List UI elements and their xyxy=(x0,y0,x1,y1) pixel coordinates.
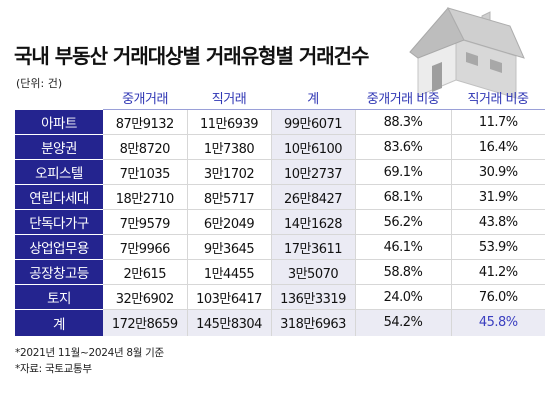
table-cell: 31.9% xyxy=(450,184,545,210)
table-row: 오피스텔 7만1035 3만1702 10만2737 69.1% 30.9% xyxy=(15,159,545,185)
table-cell: 88.3% xyxy=(354,109,451,135)
table-body: 아파트 87만9132 11만6939 99만6071 88.3% 11.7% 분양권 8만8… xyxy=(15,109,545,336)
table-cell: 45.8% xyxy=(450,309,545,336)
house-icon xyxy=(409,7,525,99)
footnote-period: *2021년 11월~2024년 8월 기준 xyxy=(15,347,164,359)
table-row: 아파트 87만9132 11만6939 99만6071 88.3% 11.7% xyxy=(15,109,545,135)
table-cell: 83.6% xyxy=(354,134,451,160)
table-cell: 43.8% xyxy=(450,209,545,235)
table-cell: 11만6939 xyxy=(186,109,271,135)
table-cell: 2만615 xyxy=(103,259,187,285)
table-cell: 30.9% xyxy=(450,159,545,185)
row-label: 토지 xyxy=(15,284,103,310)
table-cell: 1만4455 xyxy=(186,259,271,285)
table-cell: 7만1035 xyxy=(103,159,187,185)
page-title: 국내 부동산 거래대상별 거래유형별 거래건수 xyxy=(14,44,369,68)
table-cell: 54.2% xyxy=(354,309,451,336)
header-blank xyxy=(15,85,103,110)
col-header: 계 xyxy=(271,85,355,110)
table-cell: 87만9132 xyxy=(103,109,187,135)
table-cell: 32만6902 xyxy=(103,284,187,310)
table-cell: 18만2710 xyxy=(103,184,187,210)
header-row: 중개거래 직거래 계 중개거래 비중 직거래 비중 xyxy=(15,85,545,110)
table-cell: 10만2737 xyxy=(270,159,355,185)
table-row: 공장창고등 2만615 1만4455 3만5070 58.8% 41.2% xyxy=(15,259,545,285)
table-row: 단독다가구 7만9579 6만2049 14만1628 56.2% 43.8% xyxy=(15,209,545,235)
table-cell: 41.2% xyxy=(450,259,545,285)
table-cell: 53.9% xyxy=(450,234,545,260)
col-header: 중개거래 비중 xyxy=(355,85,451,110)
table-row: 토지 32만6902 103만6417 136만3319 24.0% 76.0% xyxy=(15,284,545,310)
col-header: 중개거래 xyxy=(103,85,187,110)
table-cell: 103만6417 xyxy=(186,284,271,310)
table-cell: 56.2% xyxy=(354,209,451,235)
table-cell: 46.1% xyxy=(354,234,451,260)
table-cell: 58.8% xyxy=(354,259,451,285)
table-cell: 10만6100 xyxy=(270,134,355,160)
table-cell: 26만8427 xyxy=(270,184,355,210)
table-cell: 17만3611 xyxy=(270,234,355,260)
table-cell: 68.1% xyxy=(354,184,451,210)
table-cell: 7만9579 xyxy=(103,209,187,235)
footnote-source: *자료: 국토교통부 xyxy=(15,363,92,375)
table-cell: 99만6071 xyxy=(270,109,355,135)
table-cell: 145만8304 xyxy=(186,309,271,336)
table-row: 분양권 8만8720 1만7380 10만6100 83.6% 16.4% xyxy=(15,134,545,160)
table-cell: 16.4% xyxy=(450,134,545,160)
unit-label: (단위: 건) xyxy=(16,77,63,90)
table-cell: 8만5717 xyxy=(186,184,271,210)
table-cell: 24.0% xyxy=(354,284,451,310)
table-cell: 9만3645 xyxy=(186,234,271,260)
table-cell: 6만2049 xyxy=(186,209,271,235)
table-cell: 3만1702 xyxy=(186,159,271,185)
table-cell: 14만1628 xyxy=(270,209,355,235)
table-cell: 7만9966 xyxy=(103,234,187,260)
row-label: 계 xyxy=(15,309,103,336)
table-cell: 172만8659 xyxy=(103,309,187,336)
row-label: 분양권 xyxy=(15,134,103,160)
row-label: 연립다세대 xyxy=(15,184,103,210)
table-cell: 69.1% xyxy=(354,159,451,185)
table-cell: 1만7380 xyxy=(186,134,271,160)
table-cell: 8만8720 xyxy=(103,134,187,160)
table-cell: 76.0% xyxy=(450,284,545,310)
row-label: 단독다가구 xyxy=(15,209,103,235)
table-cell: 3만5070 xyxy=(270,259,355,285)
row-label: 아파트 xyxy=(15,109,103,135)
table-cell: 318만6963 xyxy=(270,309,355,336)
row-label: 공장창고등 xyxy=(15,259,103,285)
col-header: 직거래 비중 xyxy=(451,85,545,110)
row-label: 상업업무용 xyxy=(15,234,103,260)
row-label: 오피스텔 xyxy=(15,159,103,185)
table-row: 상업업무용 7만9966 9만3645 17만3611 46.1% 53.9% xyxy=(15,234,545,260)
table-cell: 136만3319 xyxy=(270,284,355,310)
table-cell: 11.7% xyxy=(450,109,545,135)
total-row: 계 172만8659 145만8304 318만6963 54.2% 45.8% xyxy=(15,309,545,336)
col-header: 직거래 xyxy=(187,85,271,110)
data-table: 중개거래 직거래 계 중개거래 비중 직거래 비중 아파트 87만9132 11만6… xyxy=(15,85,545,336)
table-row: 연립다세대 18만2710 8만5717 26만8427 68.1% 31.9% xyxy=(15,184,545,210)
